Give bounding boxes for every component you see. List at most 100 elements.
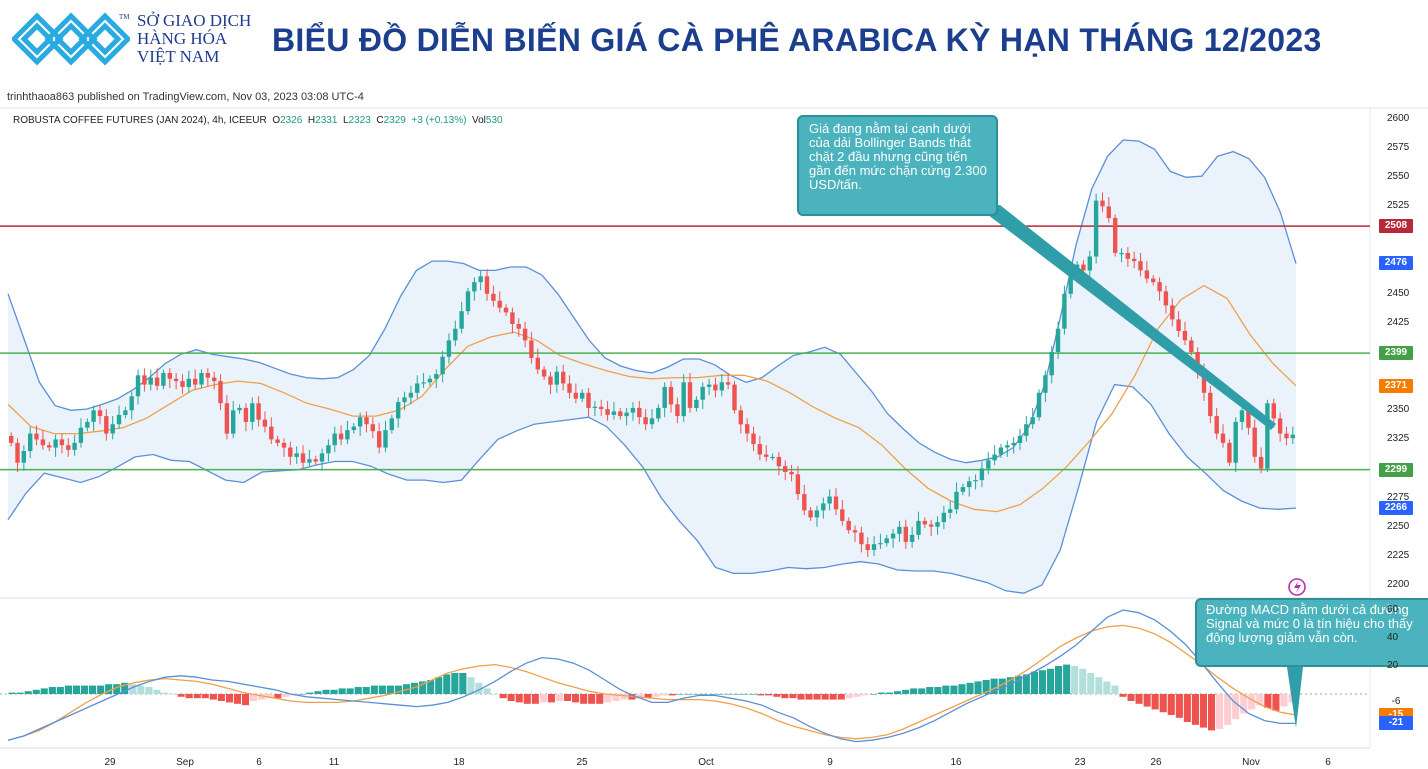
candle-body [1227,442,1232,463]
macd-histogram-bar [97,685,105,694]
time-axis-label: 18 [453,757,465,768]
macd-histogram-bar [298,694,306,695]
candle-body [269,426,274,440]
candle-body [1170,305,1175,320]
macd-histogram-bar [64,685,72,694]
bollinger-callout-pointer [975,205,1276,430]
alert-bolt-icon [1294,581,1301,593]
alert-icon[interactable] [1288,578,1306,596]
candle-body [1239,410,1245,422]
macd-histogram-bar [676,694,684,695]
macd-histogram-bar [837,694,845,700]
candle-body [586,392,591,408]
legend-volume: 530 [485,115,503,126]
macd-histogram-bar [8,692,16,694]
macd-histogram-bar [805,694,813,700]
time-axis-label: 6 [1325,757,1331,768]
macd-histogram-bar [1159,694,1167,713]
candle-body [890,533,896,539]
macd-histogram-bar [1191,694,1199,725]
macd-histogram-bar [1232,694,1240,720]
candle-body [719,382,724,391]
price-axis-label: 2325 [1387,433,1410,445]
candle-body [865,544,870,550]
macd-histogram-bar [636,694,644,699]
candle-body [1284,433,1289,439]
candle-body [262,419,268,427]
candle-body [351,426,356,431]
candle-body [212,377,217,382]
candle-body [611,411,617,415]
macd-histogram-bar [596,694,604,704]
legend-open-label: O [272,115,281,126]
candle-body [554,371,559,385]
macd-histogram-bar [1079,668,1087,694]
macd-level-badge: -6 [1391,696,1401,708]
macd-histogram-bar [193,694,201,699]
macd-histogram-bar [217,694,225,701]
macd-histogram-bar [250,694,258,701]
macd-histogram-bar [81,685,89,694]
candle-body [529,340,534,358]
macd-histogram-bar [209,694,217,700]
candle-body [21,451,26,463]
macd-histogram-bar [515,694,523,703]
legend-close: 2329 [383,115,406,126]
candle-body [28,433,33,452]
macd-histogram-bar [886,692,894,694]
macd-histogram-bar [201,694,209,699]
macd-histogram-bar [765,694,773,696]
macd-histogram-bar [153,689,161,694]
macd-histogram-bar [1111,685,1119,694]
macd-histogram-bar [1256,694,1264,706]
macd-histogram-bar [169,694,177,695]
macd-histogram-bar [708,694,716,695]
candle-body [193,378,198,385]
macd-histogram-bar [749,694,757,695]
candle-body [897,526,902,534]
candle-body [643,417,648,425]
candle-body [1125,253,1130,259]
candle-body [548,376,553,385]
macd-histogram-bar [435,677,443,694]
macd-histogram-bar [564,694,572,701]
macd-histogram-bar [644,694,652,699]
candle-body [1252,427,1257,457]
macd-histogram-bar [539,694,547,703]
candle-body [662,386,667,408]
candle-body [205,373,210,378]
candle-body [979,468,985,481]
candle-body [1100,200,1105,207]
time-axis-label: 16 [950,757,962,768]
candle-body [1024,424,1029,436]
legend-high-label: H [307,115,316,126]
macd-histogram-bar [266,694,274,699]
macd-histogram-bar [346,688,354,694]
time-axis-label: 23 [1074,757,1086,768]
candle-body [377,431,382,448]
macd-histogram-bar [48,687,56,694]
macd-histogram-bar [902,689,910,694]
candle-body [402,397,407,403]
macd-histogram-bar [580,694,588,704]
candle-body [960,487,966,492]
macd-histogram-bar [89,685,97,694]
candle-body [1157,282,1162,292]
time-axis-label: Sep [176,757,194,768]
macd-histogram-bar [894,691,902,694]
candle-body [357,417,363,427]
macd-histogram-bar [660,694,668,696]
macd-histogram-bar [918,688,926,694]
candle-body [91,410,96,422]
price-level-badge: 2371 [1379,378,1413,393]
macd-histogram-bar [274,694,282,699]
candle-body [446,340,452,357]
macd-histogram-bar [40,688,48,694]
macd-histogram-bar [974,681,982,694]
candle-body [1144,270,1150,279]
candle-body [573,392,578,399]
macd-histogram-bar [330,689,338,694]
candle-body [802,494,807,511]
candle-body [78,427,84,443]
